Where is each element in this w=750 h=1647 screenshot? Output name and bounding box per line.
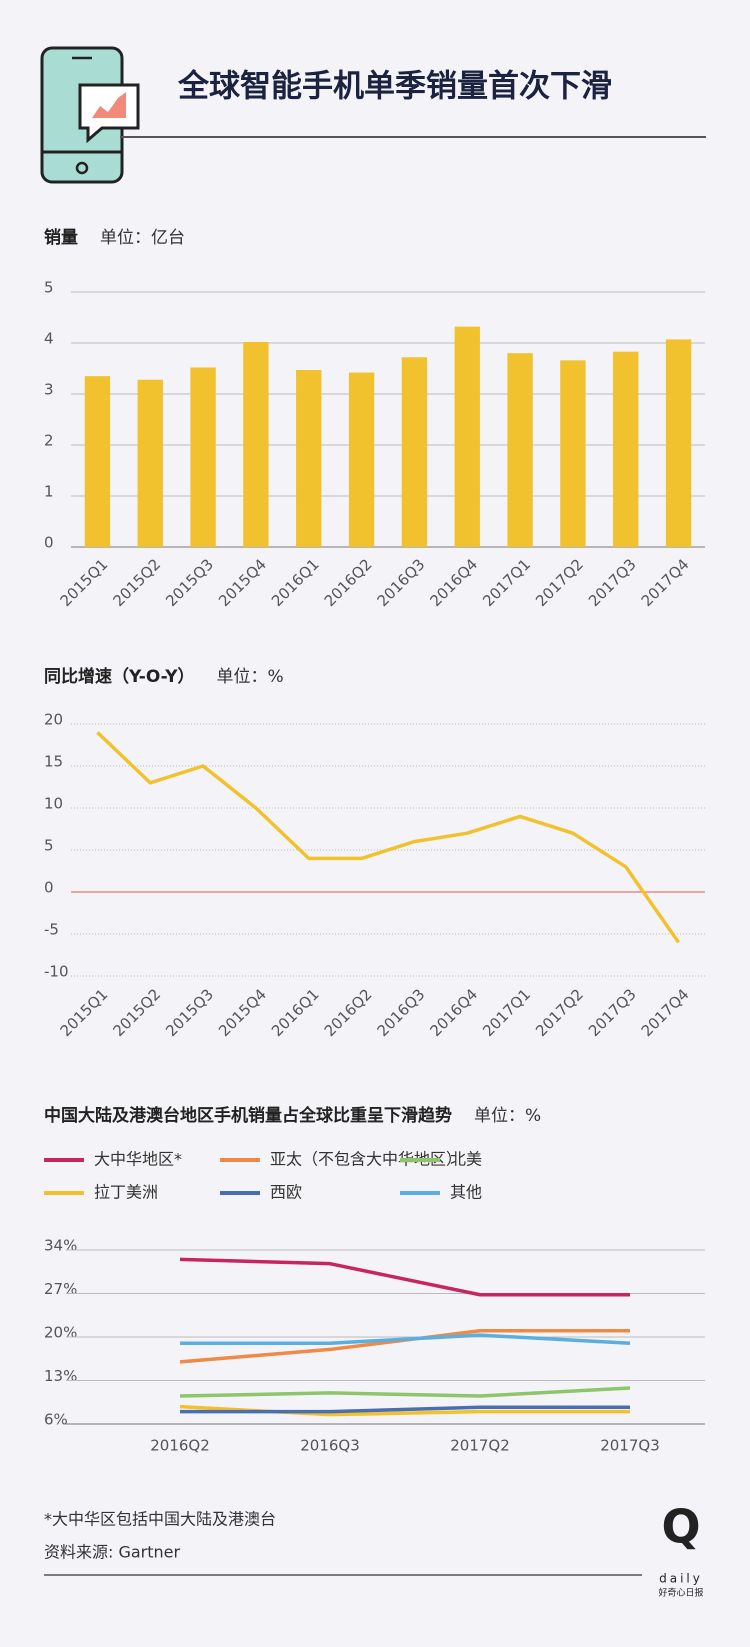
phone-icon — [40, 46, 140, 184]
chart-subtitle: 单位：亿台 — [100, 228, 185, 248]
chart-subtitle: 单位：% — [217, 667, 284, 687]
chart-title: 销量 — [44, 227, 78, 248]
y-tick-label: 20 — [44, 711, 63, 729]
legend-label: 其他 — [450, 1183, 482, 1202]
legend-label: 西欧 — [270, 1183, 302, 1202]
y-tick-label: 2 — [44, 432, 54, 450]
page-title: 全球智能手机单季销量首次下滑 — [177, 69, 612, 105]
y-tick-label: 27% — [44, 1280, 77, 1298]
y-tick-label: 5 — [44, 279, 54, 297]
y-tick-label: -10 — [44, 963, 69, 981]
y-tick-label: 4 — [44, 330, 54, 348]
series-line — [96, 731, 681, 944]
x-tick-label: 2017Q3 — [600, 1437, 660, 1455]
bar — [137, 379, 163, 547]
y-tick-label: 34% — [44, 1237, 77, 1255]
y-tick-label: 10 — [44, 795, 63, 813]
bar — [613, 351, 639, 547]
y-tick-label: 3 — [44, 381, 54, 399]
series-line — [179, 1257, 630, 1297]
y-tick-label: 5 — [44, 837, 54, 855]
y-tick-label: 0 — [44, 879, 54, 897]
x-tick-label: 2016Q3 — [300, 1437, 360, 1455]
bar — [243, 341, 269, 547]
logo-sub: daily — [659, 1572, 703, 1586]
bar — [507, 353, 533, 547]
legend-label: 拉丁美洲 — [94, 1183, 158, 1202]
legend-label: 亚太（不包含大中华地区） — [270, 1150, 462, 1169]
y-tick-label: 15 — [44, 753, 63, 771]
y-tick-label: -5 — [44, 921, 59, 939]
y-tick-label: 6% — [44, 1411, 68, 1429]
legend-label: 北美 — [450, 1150, 482, 1169]
source: 资料来源: Gartner — [44, 1543, 181, 1562]
bar — [401, 357, 428, 547]
y-tick-label: 1 — [44, 483, 54, 501]
bar — [348, 372, 375, 547]
y-tick-label: 20% — [44, 1324, 77, 1342]
y-tick-label: 13% — [44, 1367, 77, 1385]
logo: Q — [661, 1500, 700, 1554]
series-line — [180, 1405, 630, 1414]
series-line — [180, 1333, 631, 1345]
bar — [560, 360, 586, 547]
x-tick-label: 2016Q2 — [150, 1437, 210, 1455]
bar — [296, 370, 322, 547]
chart-title: 中国大陆及港澳台地区手机销量占全球比重呈下滑趋势 — [44, 1105, 452, 1126]
footnote: *大中华区包括中国大陆及港澳台 — [44, 1510, 276, 1529]
legend-label: 大中华地区* — [94, 1150, 182, 1169]
logo-caption: 好奇心日报 — [658, 1587, 703, 1599]
bar — [190, 367, 216, 547]
bar — [454, 326, 480, 547]
bar — [665, 339, 692, 547]
y-tick-label: 0 — [44, 534, 54, 552]
series-line — [179, 1386, 631, 1398]
chart-title: 同比增速（Y-O-Y） — [44, 666, 195, 687]
x-tick-label: 2017Q2 — [450, 1437, 510, 1455]
chart-subtitle: 单位：% — [474, 1106, 541, 1126]
bar — [84, 376, 111, 547]
